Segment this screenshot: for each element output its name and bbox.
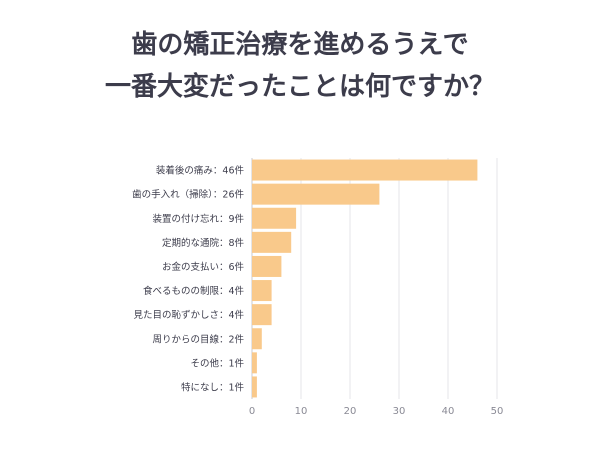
category-label: 周りからの目線：2件 bbox=[152, 333, 244, 345]
bar bbox=[252, 280, 272, 302]
bars bbox=[252, 159, 478, 398]
chart-title-line-2: 一番大変だったことは何ですか？ bbox=[104, 72, 495, 102]
x-tick-label: 10 bbox=[295, 406, 308, 417]
bar bbox=[252, 304, 272, 326]
bar bbox=[252, 352, 257, 374]
category-label: 装置の付け忘れ：9件 bbox=[152, 213, 244, 225]
category-label: 食べるものの制限：4件 bbox=[143, 285, 245, 297]
bar bbox=[252, 255, 282, 277]
x-axis-ticks: 0 10 20 30 40 50 bbox=[249, 406, 504, 417]
category-label: 特になし：1件 bbox=[181, 381, 245, 393]
bar bbox=[252, 159, 478, 181]
category-label: その他：1件 bbox=[190, 357, 244, 369]
x-tick-label: 30 bbox=[393, 406, 406, 417]
x-tick-label: 50 bbox=[491, 406, 504, 417]
category-label: 定期的な通院：8件 bbox=[162, 237, 245, 249]
bar bbox=[252, 183, 380, 205]
category-label: 見た目の恥ずかしさ：4件 bbox=[133, 309, 244, 321]
chart-title-line-1: 歯の矯正治療を進めるうえで bbox=[131, 30, 469, 60]
bar bbox=[252, 207, 297, 229]
bar bbox=[252, 376, 257, 398]
category-label: お金の支払い：6件 bbox=[162, 261, 245, 273]
category-label: 装着後の痛み：46件 bbox=[156, 165, 245, 177]
x-tick-label: 40 bbox=[442, 406, 455, 417]
x-tick-label: 0 bbox=[249, 406, 255, 417]
bar bbox=[252, 328, 262, 350]
bar bbox=[252, 231, 292, 253]
category-label: 歯の手入れ（掃除）：26件 bbox=[132, 189, 244, 201]
chart-title: 歯の矯正治療を進めるうえで 一番大変だったことは何ですか？ bbox=[0, 24, 600, 108]
x-tick-label: 20 bbox=[344, 406, 357, 417]
category-labels: 装着後の痛み：46件歯の手入れ（掃除）：26件装置の付け忘れ：9件定期的な通院：… bbox=[132, 165, 244, 394]
